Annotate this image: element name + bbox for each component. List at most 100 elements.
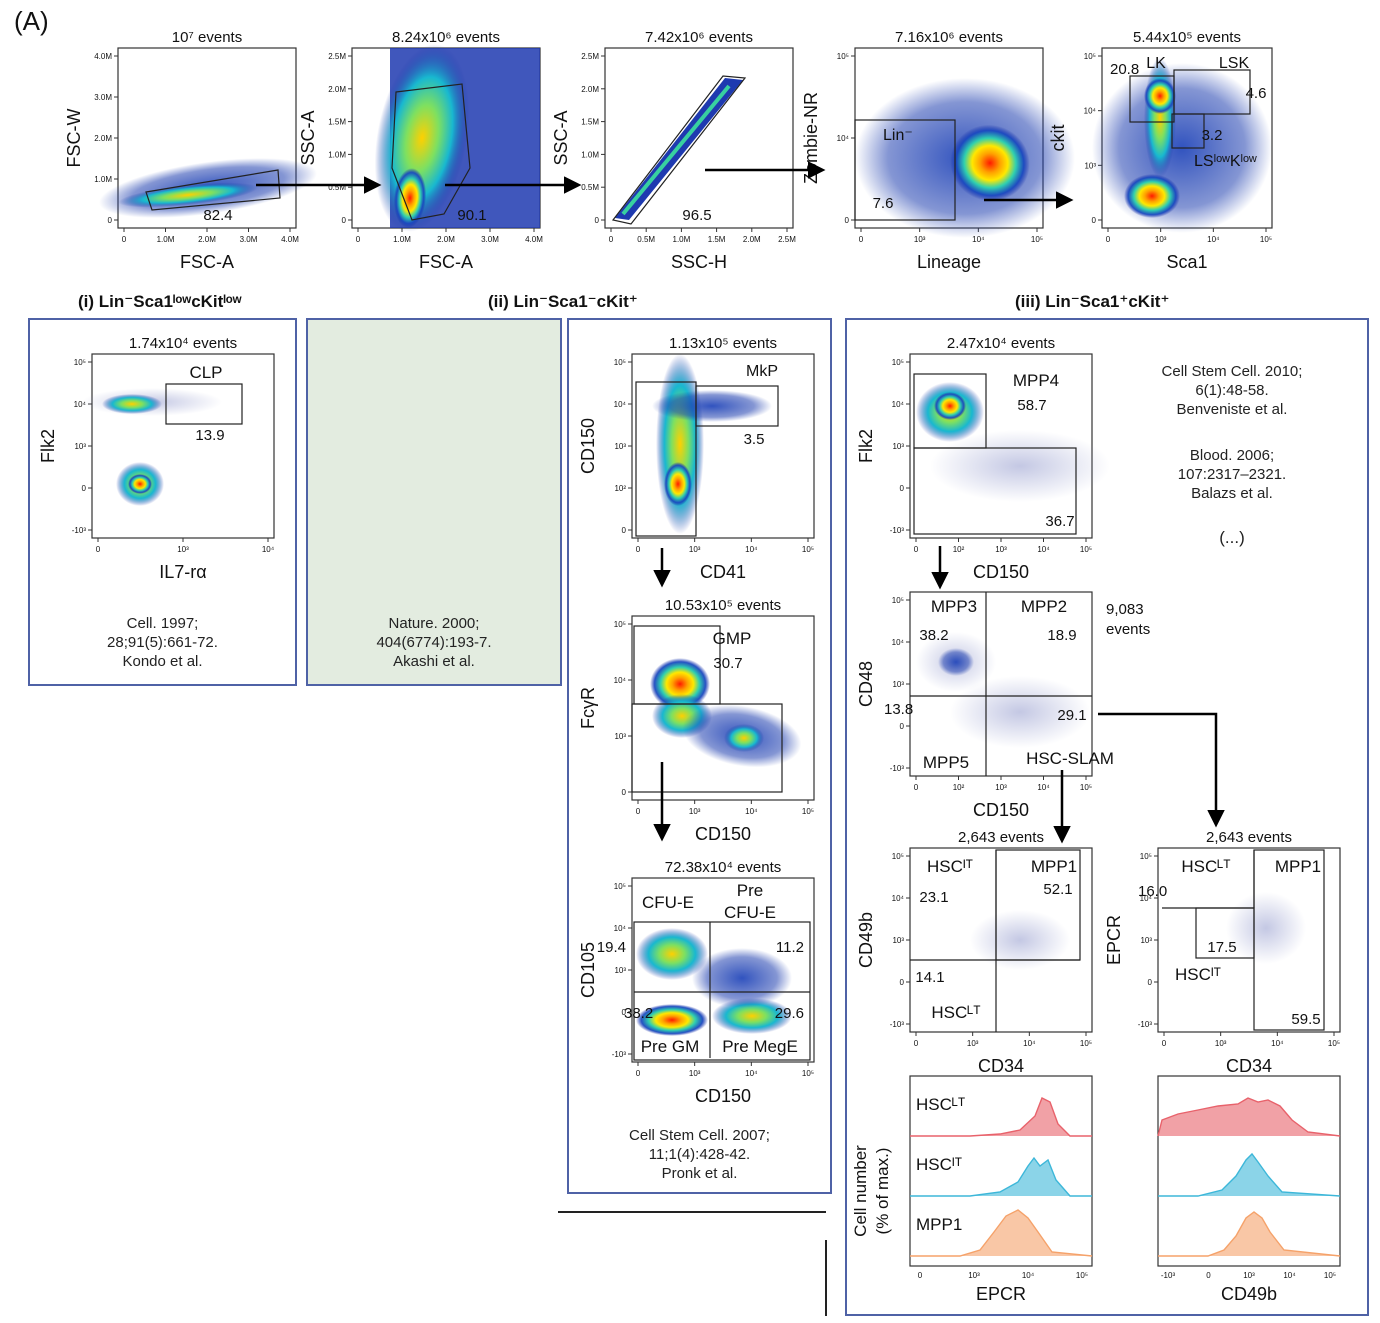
x-tick-label: 1.0M [393,235,411,244]
reference-balazs: Blood. 2006; 107:2317–2321. Balazs et al. [1177,447,1287,502]
x-tick-label: 10⁵ [802,545,814,554]
y-tick-label: 10⁴ [837,134,850,143]
gate-label: GMP [713,629,752,648]
x-tick-label: 10³ [968,1271,980,1280]
event-count: 1.13x10⁵ events [669,335,777,352]
y-tick-label: 10⁵ [614,882,626,891]
x-tick-label: 10² [953,545,965,554]
x-tick-label: 10⁵ [1328,1039,1340,1048]
x-axis-label: CD34 [978,1056,1024,1076]
gate-value: 4.6 [1246,85,1267,102]
y-tick-label: 0 [342,216,347,225]
y-tick-label: 3.0M [94,93,112,102]
density-blob [393,168,427,228]
density-blob [724,724,764,752]
y-axis-label: CD48 [856,661,876,707]
y-tick-label: 2.5M [328,52,346,61]
x-tick-label: 10³ [914,235,926,244]
plot-p8: 1.13x10⁵ events CD41 CD150 0 10³ 10⁴ 10⁵ 10⁵ 10⁴… [578,335,815,582]
event-count: 7.16x10⁶ events [895,29,1003,46]
y-tick-label: 2.0M [94,134,112,143]
gate-label: Lin⁻ [883,127,913,144]
y-tick-label: -10³ [890,526,905,535]
plot-p4: 7.16x10⁶ events Lineage Zombie-NR 0 10³ 10⁴ 10… [801,29,1075,272]
gate-value: 3.2 [1202,127,1223,144]
x-tick-label: 3.0M [240,235,258,244]
gate-label: MPP3 [931,597,977,616]
section-title-ii: (ii) Lin⁻Sca1⁻cKit⁺ [488,292,638,311]
density-blob [664,462,692,506]
y-tick-label: 10⁵ [892,358,904,367]
plot-p1: 10⁷ events FSC-A FSC-W 0 1.0M 2.0M 3.0M 4.0M 4.0… [64,29,317,272]
density-blob [652,390,772,422]
x-tick-label: 0 [636,807,641,816]
y-axis-label: Cell number [851,1145,870,1237]
gate-value: 82.4 [203,207,232,224]
x-axis-label: FSC-A [180,252,234,272]
plot-p5: 5.44x10⁵ events Sca1 ckit 0 10³ 10⁴ 10⁵ 10⁵ 10⁴ 1… [1048,29,1273,272]
y-axis-label: Flk2 [38,429,58,463]
x-tick-label: 1.0M [673,235,691,244]
y-axis-label: SSC-A [551,110,571,165]
x-tick-label: 10⁵ [802,807,814,816]
histogram-trace [1158,1211,1341,1257]
reference-more: (...) [1219,528,1245,547]
y-tick-label: 0 [900,484,905,493]
gate-value: 36.7 [1045,513,1074,530]
density-blob [102,394,162,414]
x-tick-label: -10³ [1161,1271,1176,1280]
gate-label: MPP2 [1021,597,1067,616]
y-tick-label: 10³ [614,732,626,741]
plot-p9: 10.53x10⁵ events CD150 FcγR 0 10³ 10⁴ 10⁵ 10⁵ 10… [578,597,815,844]
gate-value: 58.7 [1017,397,1046,414]
x-tick-label: 10⁵ [1031,235,1043,244]
gate-value: 17.5 [1207,939,1236,956]
density-blob [118,182,258,208]
y-tick-label: 10³ [892,936,904,945]
y-tick-label: 0 [622,1008,627,1017]
density-blob [692,948,792,1008]
gate-outline [695,385,779,427]
y-tick-label: -10³ [890,764,905,773]
y-tick-label: 10² [614,484,626,493]
x-tick-label: 10⁴ [1023,1039,1036,1048]
y-axis-label: Flk2 [856,429,876,463]
event-count: 9,083 [1106,601,1144,618]
density-blob [1226,892,1306,964]
event-count: 2,643 events [958,829,1044,846]
x-tick-label: 10⁴ [745,1069,758,1078]
event-count: 8.24x10⁶ events [392,29,500,46]
x-tick-label: 0 [96,545,101,554]
y-tick-label: 10⁵ [1084,52,1096,61]
x-tick-label: 2.0M [437,235,455,244]
y-tick-label: 2.0M [328,85,346,94]
gate-value: 96.5 [682,207,711,224]
histogram-trace [1157,1097,1341,1137]
x-axis-label: CD150 [695,824,751,844]
x-tick-label: 10³ [995,545,1007,554]
y-tick-label: 0 [1148,978,1153,987]
gate-value: 23.1 [919,889,948,906]
gate-value: 90.1 [457,207,486,224]
gate-label: MPP1 [1275,857,1321,876]
density-blob [1124,174,1180,218]
y-tick-label: 0 [845,216,850,225]
x-tick-label: 10² [953,783,965,792]
gate-label: CFU-E [724,903,776,922]
y-tick-label: 0 [595,216,600,225]
x-tick-label: 4.0M [525,235,543,244]
x-tick-label: 0 [1206,1271,1211,1280]
y-tick-label: 0 [622,526,627,535]
y-axis-label: SSC-A [298,110,318,165]
x-tick-label: 10⁵ [1080,545,1092,554]
gate-value: 38.2 [624,1005,653,1022]
gate-label: MPP4 [1013,371,1059,390]
plot-p3: 7.42x10⁶ events SSC-H SSC-A 0 0.5M 1.0M 1.5M 2.… [551,29,796,272]
x-tick-label: 10³ [1243,1271,1255,1280]
x-tick-label: 0 [636,1069,641,1078]
plot-p6: 1.74x10⁴ events IL7-rα Flk2 0 10³ 10⁴ 10⁵ 10⁴ 10… [38,335,275,582]
gate-label: HSC-SLAM [1026,749,1114,768]
x-tick-label: 10³ [177,545,189,554]
panel-letter: (A) [14,6,49,36]
